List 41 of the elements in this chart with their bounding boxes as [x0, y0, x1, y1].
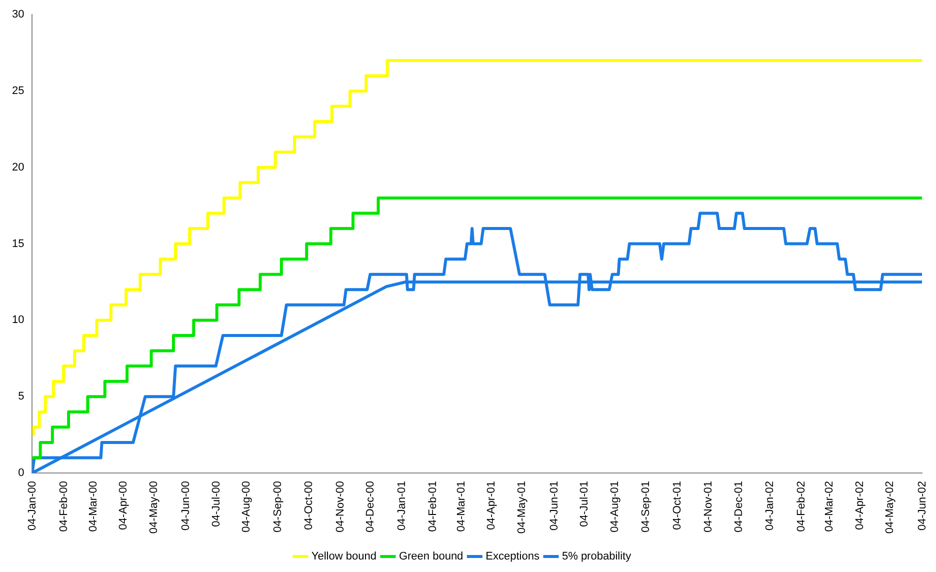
x-tick-label: 04-Jul-00 [210, 481, 222, 527]
x-tick-label: 04-Mar-02 [824, 481, 836, 532]
legend-label: Yellow bound [311, 550, 376, 563]
x-tick-label: 04-May-01 [516, 481, 528, 534]
x-tick-label: 04-Oct-01 [671, 481, 684, 530]
x-tick-label: 04-Jun-01 [548, 481, 560, 531]
x-tick-label: 04-Nov-01 [702, 481, 715, 532]
x-tick-label: 04-Jun-00 [180, 481, 192, 531]
x-tick-label: 04-Nov-00 [334, 481, 346, 532]
y-tick-label: 5 [18, 390, 24, 403]
x-tick-label: 04-Jan-01 [396, 481, 408, 531]
y-tick-label: 25 [12, 85, 24, 98]
x-tick-label: 04-Jun-02 [916, 481, 928, 531]
x-tick-label: 04-Feb-00 [58, 481, 70, 532]
y-tick-label: 30 [12, 8, 24, 21]
x-tick-label: 04-Aug-01 [608, 481, 621, 532]
x-tick-label: 04-May-00 [148, 481, 160, 534]
x-tick-label: 04-Jul-01 [578, 481, 591, 527]
x-tick-label: 04-Dec-00 [364, 481, 377, 532]
x-tick-label: 04-Sep-01 [640, 481, 652, 532]
y-tick-label: 10 [12, 314, 24, 326]
x-tick-label: 04-Apr-00 [118, 481, 130, 530]
x-tick-label: 04-Mar-01 [455, 481, 468, 532]
x-tick-label: 04-Dec-01 [732, 481, 745, 532]
legend-label: Exceptions [486, 550, 540, 563]
x-tick-label: 04-Sep-00 [272, 481, 284, 532]
x-tick-label: 04-Apr-01 [486, 481, 498, 530]
x-tick-label: 04-Feb-01 [427, 481, 440, 532]
x-tick-label: 04-Aug-00 [240, 481, 253, 532]
y-tick-label: 0 [18, 467, 24, 480]
y-tick-label: 15 [12, 238, 24, 250]
y-tick-label: 20 [12, 161, 24, 174]
x-tick-label: 04-Apr-02 [854, 481, 866, 530]
x-tick-label: 04-Mar-00 [87, 481, 100, 532]
x-tick-label: 04-May-02 [884, 481, 896, 534]
x-tick-label: 04-Oct-00 [303, 481, 316, 530]
x-tick-label: 04-Feb-02 [795, 481, 808, 532]
x-tick-label: 04-Jan-02 [764, 481, 776, 531]
legend-label: 5% probability [562, 550, 632, 563]
legend-label: Green bound [398, 550, 464, 563]
x-tick-label: 04-Jan-00 [26, 481, 39, 531]
